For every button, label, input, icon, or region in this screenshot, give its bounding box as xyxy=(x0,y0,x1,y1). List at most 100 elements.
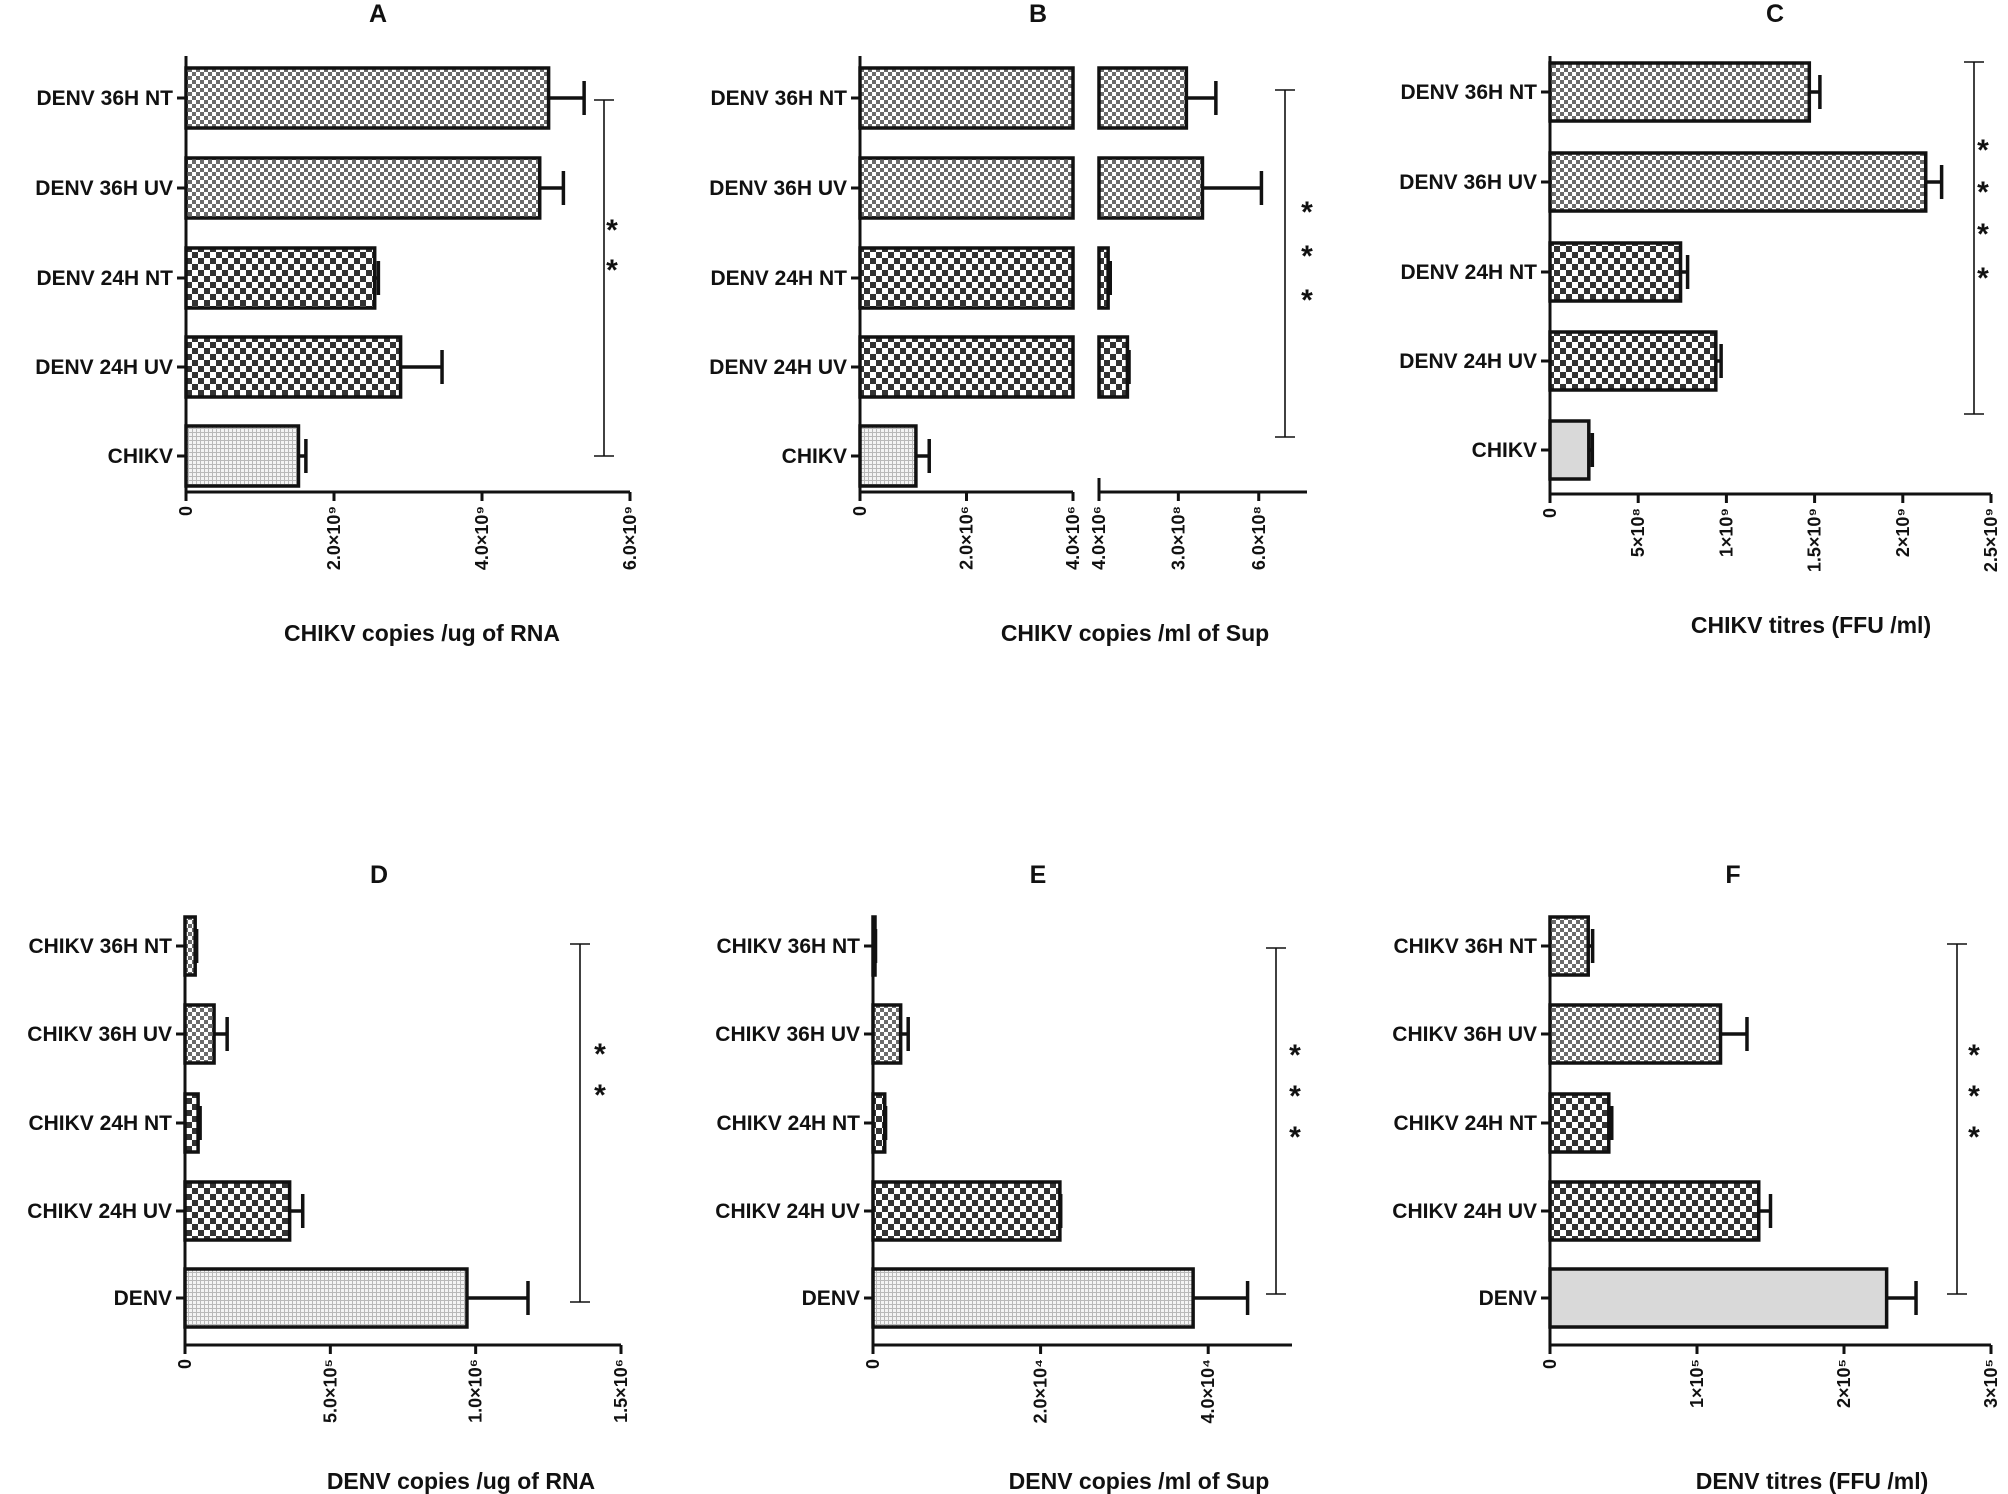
x-tick-label: 0 xyxy=(1540,1359,1560,1369)
category-label: CHIKV 24H NT xyxy=(28,1112,172,1135)
bar xyxy=(858,66,1075,130)
panel-title: E xyxy=(1030,861,1047,889)
bar xyxy=(183,1003,216,1065)
x-tick-label: 5.0×10⁵ xyxy=(320,1359,340,1423)
category-label: CHIKV xyxy=(782,445,847,468)
category-label: DENV xyxy=(1479,1287,1537,1310)
panel-title: B xyxy=(1029,0,1047,28)
x-tick-label: 0 xyxy=(176,506,196,516)
category-label: DENV 36H UV xyxy=(35,177,173,200)
x-tick-label: 3.0×10⁸ xyxy=(1168,506,1188,570)
panel-title: F xyxy=(1725,861,1740,889)
x-tick-label: 2×10⁵ xyxy=(1834,1359,1854,1408)
significance-star-glyph: * xyxy=(1301,240,1313,273)
x-tick-label: 0 xyxy=(863,1359,883,1369)
bar xyxy=(871,1267,1195,1329)
category-label: CHIKV 24H UV xyxy=(27,1200,172,1223)
x-tick-label: 2×10⁹ xyxy=(1893,508,1913,557)
x-tick-label: 4.0×10⁶ xyxy=(1089,506,1109,570)
x-tick-label: 6.0×10⁸ xyxy=(1249,506,1269,570)
x-tick-label: 2.5×10⁹ xyxy=(1981,508,2001,572)
category-label: DENV 36H NT xyxy=(1400,81,1537,104)
category-label: CHIKV 24H UV xyxy=(715,1200,860,1223)
x-tick-label: 2.0×10⁴ xyxy=(1031,1359,1051,1423)
category-label: DENV 24H NT xyxy=(36,267,173,290)
category-label: DENV 24H NT xyxy=(1400,261,1537,284)
x-tick-label: 0 xyxy=(175,1359,195,1369)
x-tick-label: 4.0×10⁴ xyxy=(1198,1359,1218,1423)
significance-star-glyph: * xyxy=(594,1079,606,1112)
x-tick-label: 3×10⁵ xyxy=(1981,1359,2001,1408)
x-tick-label: 1×10⁹ xyxy=(1716,508,1736,557)
panel-b: B 0 2.0×10⁶ 4.0×10⁶ 4.0×10⁶ 3.0×10⁸ 6.0×10⁸ DEN… xyxy=(709,0,1313,646)
category-label: CHIKV 24H UV xyxy=(1392,1200,1537,1223)
x-axis-label: DENV titres (FFU /ml) xyxy=(1696,1468,1929,1494)
bar xyxy=(1548,1003,1723,1065)
category-label: DENV 24H NT xyxy=(710,267,847,290)
category-label: DENV 36H UV xyxy=(1399,171,1537,194)
bar xyxy=(1548,151,1928,213)
bar xyxy=(1548,419,1591,481)
bar xyxy=(184,246,377,310)
x-axis-label: DENV copies /ml of Sup xyxy=(1009,1468,1270,1494)
category-label: DENV 36H NT xyxy=(36,87,173,110)
category-label: DENV 24H UV xyxy=(709,356,847,379)
category-label: CHIKV 36H UV xyxy=(715,1023,860,1046)
x-tick-label: 0 xyxy=(1540,508,1560,518)
significance-star-glyph: * xyxy=(1968,1039,1980,1072)
bar xyxy=(1548,1180,1761,1242)
significance-star-glyph: * xyxy=(1977,176,1989,209)
panel-c: C 0 5×10⁸ 1×10⁹ 1.5×10⁹ 2×10⁹ 2.5×10⁹ DENV 36H … xyxy=(1399,0,2001,638)
bar xyxy=(1097,246,1110,310)
category-label: CHIKV 36H UV xyxy=(1392,1023,1537,1046)
x-tick-label: 0 xyxy=(850,506,870,516)
x-tick-label: 1.0×10⁶ xyxy=(466,1359,486,1423)
bar xyxy=(1097,335,1130,399)
x-axis-label: DENV copies /ug of RNA xyxy=(327,1468,595,1494)
bar xyxy=(1548,330,1718,392)
bar xyxy=(871,1092,887,1154)
bar xyxy=(183,1180,292,1242)
bar xyxy=(1097,66,1189,130)
significance-star-glyph: * xyxy=(1977,134,1989,167)
bar xyxy=(871,1180,1062,1242)
panel-title: C xyxy=(1766,0,1784,28)
bar xyxy=(858,424,918,488)
bar xyxy=(1548,915,1590,977)
bar xyxy=(871,1003,903,1065)
significance-star-glyph: * xyxy=(1289,1080,1301,1113)
panel-e: E 0 2.0×10⁴ 4.0×10⁴ CHIKV 36H NT CHIKV 36H UV… xyxy=(715,861,1301,1494)
bar xyxy=(1548,1267,1889,1329)
bar xyxy=(1548,241,1683,303)
significance-star-glyph: * xyxy=(1968,1080,1980,1113)
bar xyxy=(183,915,197,977)
significance-star-glyph: * xyxy=(1289,1121,1301,1154)
category-label: CHIKV 36H UV xyxy=(27,1023,172,1046)
significance-star-glyph: * xyxy=(1977,218,1989,251)
x-tick-label: 5×10⁸ xyxy=(1628,508,1648,557)
bar xyxy=(1548,61,1812,123)
significance-star-glyph: * xyxy=(1289,1039,1301,1072)
significance-star-glyph: * xyxy=(606,214,618,247)
x-tick-label: 1×10⁵ xyxy=(1687,1359,1707,1408)
bar xyxy=(184,335,403,399)
category-label: CHIKV 36H NT xyxy=(1393,935,1537,958)
x-axis-label: CHIKV copies /ug of RNA xyxy=(284,620,560,646)
bar xyxy=(1548,1092,1611,1154)
category-label: CHIKV xyxy=(108,445,173,468)
category-label: DENV 24H UV xyxy=(1399,350,1537,373)
x-tick-label: 4.0×10⁶ xyxy=(1063,506,1083,570)
bar xyxy=(184,424,301,488)
bar xyxy=(858,335,1075,399)
x-tick-label: 1.5×10⁹ xyxy=(1805,508,1825,572)
category-label: CHIKV xyxy=(1472,439,1537,462)
category-label: DENV xyxy=(802,1287,860,1310)
panel-title: A xyxy=(369,0,387,28)
bar xyxy=(183,1092,200,1154)
x-axis-label: CHIKV titres (FFU /ml) xyxy=(1691,612,1931,638)
category-label: DENV 36H NT xyxy=(710,87,847,110)
significance-star-glyph: * xyxy=(1977,262,1989,295)
bar xyxy=(183,1267,469,1329)
panel-f: F 0 1×10⁵ 2×10⁵ 3×10⁵ CHIKV 36H NT CHIKV 36H U… xyxy=(1392,861,2001,1494)
